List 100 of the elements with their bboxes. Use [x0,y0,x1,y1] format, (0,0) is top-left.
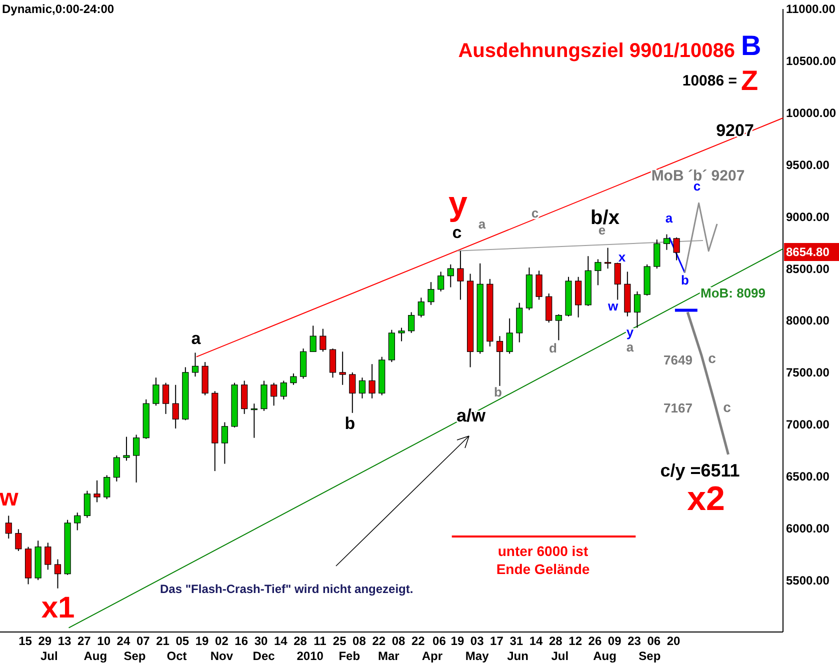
x2-tick-label: May [465,649,490,663]
x-tick-label: 19 [195,634,210,648]
candlestick [44,542,52,570]
x2-tick-label: Oct [166,649,187,663]
candlestick [555,314,562,341]
candlestick [172,384,179,429]
y-tick-label: 7000.00 [786,418,830,432]
annotation: 7649 [664,352,692,368]
y-tick-label: 8000.00 [786,314,830,328]
annotation: 7167 [664,400,692,416]
candlestick [221,422,228,464]
y-tick-label: 7500.00 [786,366,830,380]
x-tick-label: 28 [549,634,563,648]
candlestick [260,380,268,412]
x-tick-label: 03 [470,634,484,648]
annotation: c [452,222,462,242]
annotation: Das "Flash-Crash-Tief" wird nicht angezeigt. [160,582,414,596]
y-tick-label: 9500.00 [786,158,830,172]
candlestick [575,276,582,318]
x-tick-label: 22 [411,634,426,648]
candlestick [250,403,258,438]
x-tick-label: 16 [234,634,248,648]
annotation: a [665,210,674,226]
candlestick [654,239,660,270]
x-tick-label: 31 [510,634,524,648]
x2-tick-label: 2010 [296,649,324,663]
y-tick-label: 6000.00 [786,521,830,536]
line-series [684,202,718,274]
candlestick [270,382,278,406]
candlestick [358,377,366,399]
x-tick-label: 14 [274,634,288,648]
candlestick [290,372,297,386]
annotation: x [618,250,626,265]
y-tick-label: 8500.00 [786,262,830,276]
candlestick [349,372,356,414]
x-tick-label: 29 [38,634,52,648]
x-tick-label: 21 [156,634,170,648]
annotation: x1 [41,592,75,624]
candlestick [546,293,552,324]
x-tick-label: 09 [608,634,622,648]
x2-tick-label: Feb [338,649,360,663]
candlestick [54,558,62,589]
x2-tick-label: Sep [124,649,146,663]
chart-title: Dynamic,0:00-24:00 [2,2,114,16]
x2-tick-label: Dec [252,649,276,663]
x2-tick-label: Jun [507,649,528,663]
annotation: w [606,298,619,314]
y-tick-label: 11000.00 [786,2,836,16]
candlestick [368,364,376,399]
annotation: x2 [687,480,725,518]
x-tick-label: 08 [352,634,366,648]
candlestick [241,380,248,414]
annotation: d [549,340,558,356]
x-tick-label: 19 [450,634,464,648]
candlestick [152,377,160,406]
candlestick [663,234,670,250]
x-tick-label: 28 [294,634,308,648]
candlestick [94,480,100,503]
candlestick [74,512,81,531]
candlestick [329,348,336,378]
annotation: a [478,216,486,232]
annotation: w [0,484,19,512]
y-tick-label: 6500.00 [786,469,830,484]
x-tick-label: 24 [116,634,130,648]
x-tick-label: 26 [588,634,602,648]
annotation: MoB ´b´ 9207 [651,167,745,184]
x2-tick-label: Aug [84,649,108,663]
annotation: unter 6000 ist [498,542,588,559]
candlestick [162,382,170,414]
x-tick-label: 06 [647,634,661,648]
candlestick [84,490,90,518]
x-tick-label: 14 [529,634,544,648]
x-tick-label: 13 [58,634,72,648]
candlestick [604,247,612,270]
annotation: a [626,340,634,355]
candlestick [457,250,464,300]
candlestick [104,474,110,500]
candlestick [506,318,513,354]
x-tick-label: 02 [215,634,229,648]
annotation: B [741,30,762,61]
annotation: Ausdehnungsziel 9901/10086 [458,40,735,62]
x2-tick-label: Jul [551,649,569,663]
x2-tick-label: Mar [378,649,400,663]
annotation: b/x [590,207,620,229]
y-tick-label: 9000.00 [786,210,830,224]
annotation: MoB: 8099 [700,286,766,301]
annotation: c [531,206,539,221]
candlestick [15,528,22,552]
annotation: b [494,384,502,400]
x-tick-label: 23 [628,634,642,648]
candlestick [339,351,346,386]
x2-tick-label: Nov [210,649,234,663]
x-tick-label: 07 [136,634,150,648]
annotation: b [344,414,356,433]
x-tick-label: 12 [568,634,582,648]
annotation: 10086 = [682,72,738,90]
x-tick-label: 20 [666,634,681,648]
annotation: c [723,398,732,415]
x-tick-label: 17 [490,634,504,648]
candlestick [192,352,199,378]
